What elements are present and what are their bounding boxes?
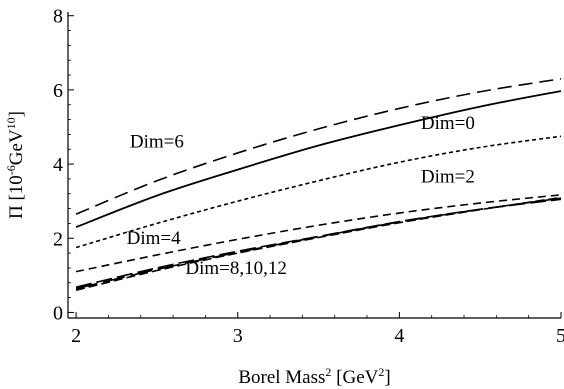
x-tick-label: 5 <box>556 325 564 347</box>
series-line-dim-12 <box>75 197 562 290</box>
series-line-dim-2 <box>75 135 562 249</box>
plot-frame <box>67 12 561 319</box>
series-line-dim-0 <box>75 90 562 228</box>
x-axis-title: Borel Mass2 [GeV2] <box>238 365 390 388</box>
y-axis-title: Π [10-6GeV10] <box>4 111 27 219</box>
annotation-dim-2: Dim=2 <box>421 167 475 188</box>
y-tick-label: 8 <box>53 6 63 28</box>
annotation-dim-0: Dim=0 <box>421 113 475 134</box>
y-tick-label: 2 <box>53 228 63 250</box>
annotation-dim-6: Dim=6 <box>130 131 184 152</box>
x-tick-label: 3 <box>233 325 243 347</box>
series-line-dim-10 <box>75 196 562 291</box>
x-tick-label: 2 <box>71 325 81 347</box>
annotation-dim-4: Dim=4 <box>127 228 181 249</box>
series-line-dim-4 <box>75 194 562 273</box>
y-tick-label: 6 <box>53 80 63 102</box>
x-tick-label: 4 <box>394 325 404 347</box>
series-lines <box>75 77 562 291</box>
series-line-dim-6 <box>75 77 562 215</box>
annotation-dim-8-10-12: Dim=8,10,12 <box>185 258 287 279</box>
y-tick-label: 4 <box>53 154 63 176</box>
y-tick-label: 0 <box>53 302 63 324</box>
